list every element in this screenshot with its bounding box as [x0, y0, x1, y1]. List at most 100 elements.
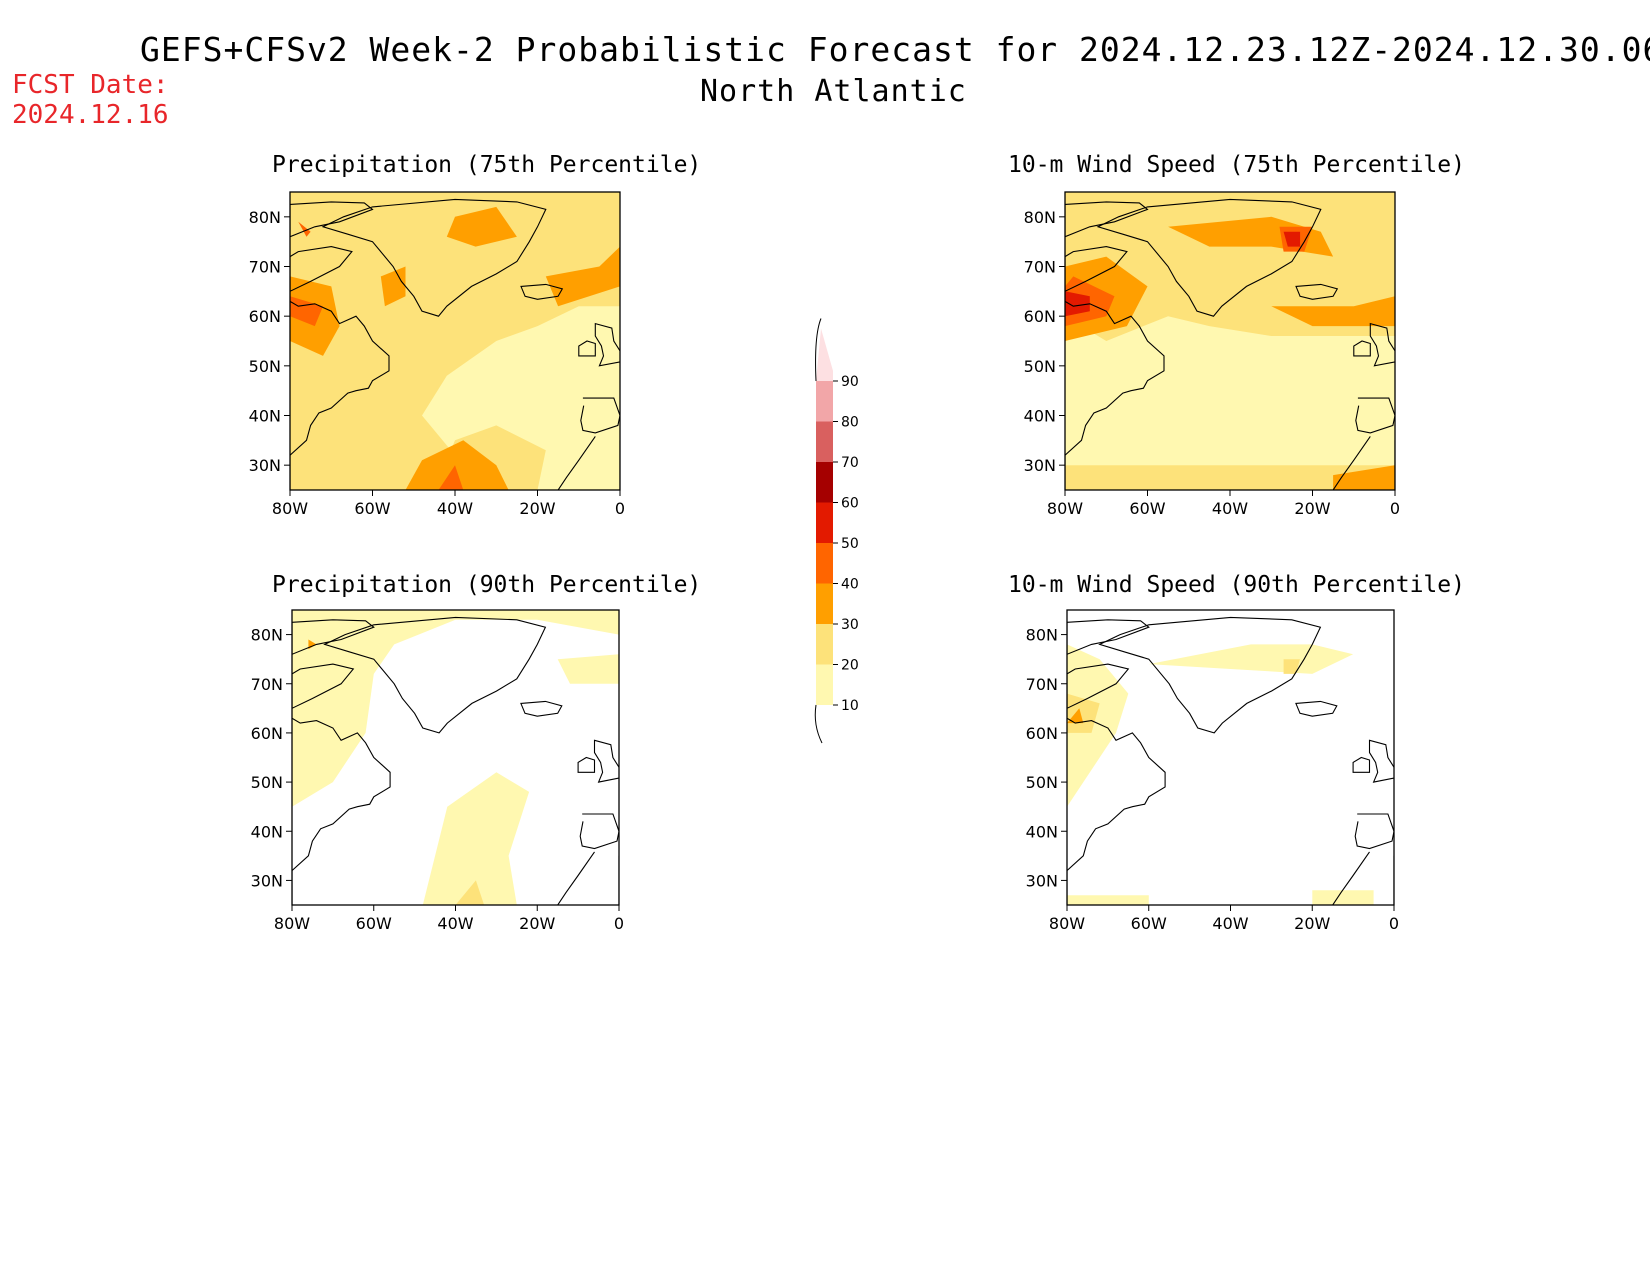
lat-label: 50N [1026, 773, 1058, 792]
colorbar-label: 90 [841, 374, 859, 390]
coastline [1368, 739, 1394, 783]
lon-label: 80W [274, 914, 310, 933]
lon-label: 40W [437, 914, 473, 933]
probability-region [380, 266, 406, 307]
probability-shading [292, 610, 619, 905]
colorbar-label: 10 [841, 698, 859, 714]
coastlines [1067, 616, 1394, 905]
coastline [292, 663, 355, 709]
probability-region [1283, 659, 1300, 674]
probability-region [422, 772, 530, 905]
colorbar-swatch [816, 583, 833, 624]
colorbar-tail [814, 704, 823, 744]
lat-label: 80N [1024, 208, 1056, 227]
lat-label: 60N [1026, 724, 1058, 743]
lon-label: 20W [1294, 914, 1330, 933]
lat-label: 30N [1024, 456, 1056, 475]
lon-label: 40W [1212, 914, 1248, 933]
lon-label: 80W [1047, 499, 1083, 518]
lat-label: 30N [249, 456, 281, 475]
coastlines [1065, 198, 1395, 490]
lon-label: 40W [437, 499, 473, 518]
panel-title-wind75: 10-m Wind Speed (75th Percentile) [1008, 152, 1465, 178]
lon-label: 60W [1129, 499, 1165, 518]
colorbar-swatch [816, 624, 833, 665]
probability-region [455, 880, 485, 905]
coastline [1355, 397, 1395, 434]
fcst-date-label: FCST Date: [12, 70, 169, 100]
colorbar-label: 70 [841, 455, 859, 471]
probability-region [290, 192, 620, 490]
coastline [1067, 717, 1166, 905]
lon-label: 60W [1131, 914, 1167, 933]
coastline [292, 619, 375, 655]
coastline [290, 246, 353, 292]
probability-region [405, 440, 509, 490]
lat-label: 60N [249, 307, 281, 326]
lon-label: 60W [356, 914, 392, 933]
coastline [1352, 756, 1371, 773]
lon-label: 40W [1212, 499, 1248, 518]
lat-label: 60N [251, 724, 283, 743]
map-panel-wind75: 80N 70N 60N 50N 40N 30N 80W 60W 40W 20W 0 [1024, 191, 1400, 518]
lon-label: 0 [615, 499, 625, 518]
probability-region [446, 206, 517, 247]
lat-label: 30N [1026, 871, 1058, 890]
coastline [1295, 283, 1339, 300]
colorbar-swatch [816, 543, 833, 584]
colorbar-label: 40 [841, 577, 859, 593]
figure-title: GEFS+CFSv2 Week-2 Probabilistic Forecast… [140, 30, 1650, 69]
coastline [1065, 201, 1149, 238]
colorbar-label: 60 [841, 496, 859, 512]
coastline [292, 717, 391, 905]
probability-region [1271, 296, 1395, 327]
lat-label: 40N [1026, 822, 1058, 841]
probability-region [557, 654, 619, 684]
lat-label: 40N [251, 822, 283, 841]
coastline [580, 397, 620, 434]
map-panel-precip90: 80N 70N 60N 50N 40N 30N 80W 60W 40W 20W 0 [251, 609, 624, 933]
coastline [290, 201, 374, 238]
colorbar-tip [815, 318, 822, 382]
probability-region [1333, 465, 1395, 490]
lon-label: 0 [614, 914, 624, 933]
coastline [1067, 663, 1130, 709]
probability-region [1312, 890, 1374, 905]
coastline [578, 340, 596, 357]
lon-label: 0 [1389, 914, 1399, 933]
lon-label: 0 [1390, 499, 1400, 518]
probability-shading [290, 192, 620, 490]
lat-label: 30N [251, 871, 283, 890]
panel-title-wind90: 10-m Wind Speed (90th Percentile) [1008, 572, 1465, 598]
coastlines [290, 198, 620, 490]
lat-label: 80N [1026, 626, 1058, 645]
coastline [1295, 700, 1338, 717]
lat-label: 40N [1024, 407, 1056, 426]
lon-label: 80W [1049, 914, 1085, 933]
colorbar-swatch [816, 502, 833, 543]
probability-region [1065, 291, 1090, 317]
probability-region [438, 465, 464, 490]
probability-region [1067, 708, 1084, 724]
coastline [1096, 198, 1322, 317]
colorbar-swatch [816, 381, 833, 422]
region-subtitle: North Atlantic [700, 74, 967, 109]
panel-title-precip90: Precipitation (90th Percentile) [272, 572, 702, 598]
colorbar-swatch [816, 328, 833, 381]
probability-shading [1065, 192, 1395, 490]
colorbar-label: 50 [841, 536, 859, 552]
fcst-date-value: 2024.12.16 [12, 100, 169, 130]
coastline [1065, 300, 1165, 490]
coastline [557, 851, 619, 905]
map-panel-wind90: 80N 70N 60N 50N 40N 30N 80W 60W 40W 20W 0 [1026, 609, 1399, 933]
lat-label: 50N [251, 773, 283, 792]
coastline [1098, 616, 1322, 734]
coastline [593, 739, 619, 783]
coastline [1065, 246, 1128, 292]
probability-region [1067, 895, 1149, 905]
colorbar-label: 30 [841, 617, 859, 633]
lat-label: 60N [1024, 307, 1056, 326]
probability-region [298, 221, 311, 237]
